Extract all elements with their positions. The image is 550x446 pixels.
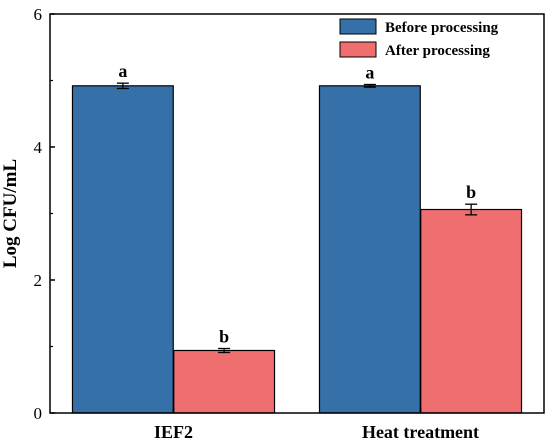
y-axis-title: Log CFU/mL xyxy=(0,159,21,268)
bar xyxy=(71,85,174,414)
legend-swatch xyxy=(339,18,377,35)
x-tick-label: IEF2 xyxy=(154,422,193,442)
x-tick-label: Heat treatment xyxy=(362,422,479,442)
significance-label: a xyxy=(365,62,374,82)
bar xyxy=(173,349,276,414)
axis-ticks: 0 2 4 6 IEF2 Heat treatment xyxy=(34,5,480,442)
y-tick-label: 2 xyxy=(34,271,43,290)
legend-label: After processing xyxy=(385,43,490,59)
y-tick-label: 0 xyxy=(34,404,43,423)
plot-area: a b a b xyxy=(71,61,523,414)
y-tick-label: 6 xyxy=(34,5,43,24)
legend-label: Before processing xyxy=(385,20,499,36)
legend-swatch xyxy=(339,41,377,58)
significance-label: a xyxy=(118,61,127,81)
legend: Before processing After processing xyxy=(339,18,499,59)
bar xyxy=(318,85,421,414)
significance-label: b xyxy=(466,182,476,202)
bar xyxy=(420,208,523,414)
y-tick-label: 4 xyxy=(34,138,43,157)
significance-label: b xyxy=(219,326,229,346)
